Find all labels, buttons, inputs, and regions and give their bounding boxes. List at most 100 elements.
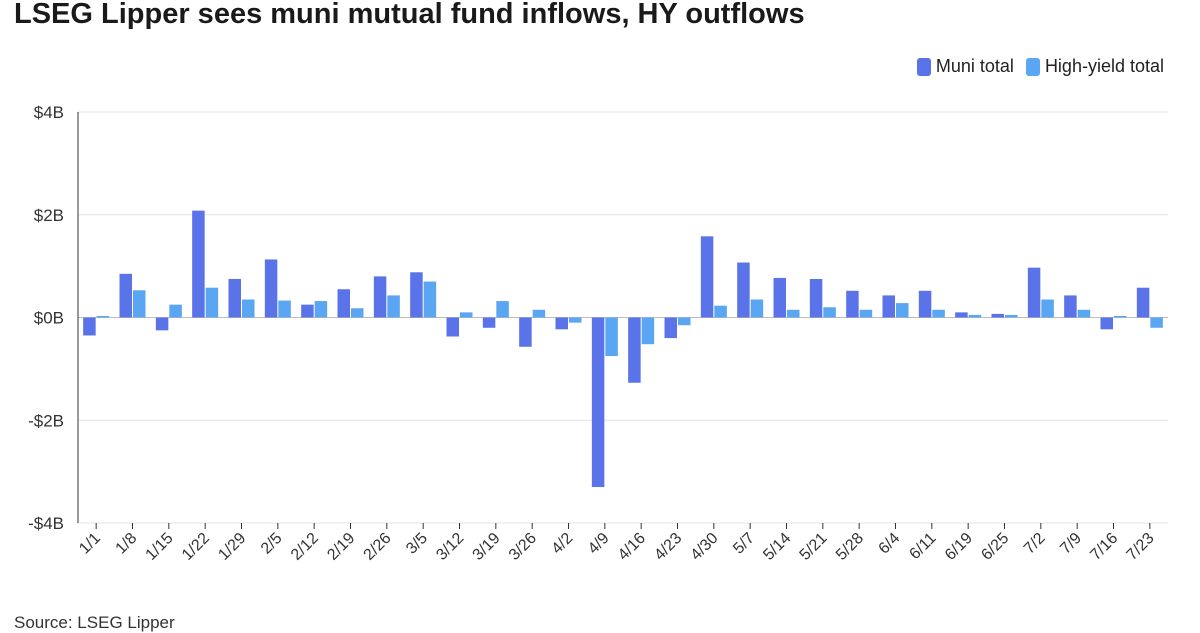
x-tick-label: 5/28 (833, 530, 867, 564)
bar-muni (664, 317, 677, 339)
bar-high-yield (1005, 314, 1018, 318)
x-tick-label: 4/9 (585, 530, 613, 558)
bar-high-yield (387, 295, 400, 318)
bar-high-yield (496, 301, 509, 318)
bar-muni (1027, 267, 1041, 318)
bar-muni (119, 273, 132, 318)
bar-high-yield (278, 300, 291, 318)
bar-muni (446, 317, 459, 337)
bar-muni (519, 317, 532, 347)
legend-label-high-yield: High-yield total (1044, 56, 1164, 76)
bar-high-yield (460, 312, 473, 318)
x-tick-label: 4/30 (688, 530, 722, 564)
bar-muni (773, 277, 786, 318)
x-tick-label: 5/21 (797, 530, 831, 564)
x-tick-label: 2/19 (324, 530, 358, 564)
bar-high-yield (968, 314, 982, 318)
bar-muni (337, 289, 350, 318)
x-tick-label: 1/8 (113, 530, 141, 558)
x-tick-label: 4/16 (615, 530, 649, 564)
bar-muni (955, 312, 968, 318)
bar-muni (918, 290, 932, 318)
x-tick-label: 4/23 (651, 530, 685, 564)
x-tick-label: 1/1 (76, 530, 104, 558)
x-tick-label: 3/26 (506, 530, 540, 564)
bar-high-yield (823, 307, 836, 318)
x-tick-label: 1/29 (215, 530, 249, 564)
legend-swatch-high-yield (1025, 57, 1040, 76)
bar-high-yield (1150, 317, 1163, 328)
bar-high-yield (605, 317, 618, 357)
bar-high-yield (351, 308, 364, 318)
y-tick-label: -$4B (28, 514, 64, 533)
x-tick-label: 1/15 (143, 530, 177, 564)
bar-high-yield (205, 287, 219, 318)
bar-muni (192, 210, 205, 318)
bar-high-yield (423, 281, 437, 318)
bar-high-yield (314, 301, 328, 318)
bar-high-yield (133, 290, 146, 318)
legend-swatch-muni (916, 57, 931, 76)
x-tick-label: 3/12 (433, 530, 467, 564)
bar-high-yield (787, 309, 800, 318)
x-tick-label: 2/5 (258, 530, 286, 558)
legend-item-high-yield[interactable]: High-yield total (1025, 56, 1164, 77)
bar-muni (737, 262, 750, 318)
bar-muni (410, 272, 423, 318)
bar-muni (1064, 295, 1077, 318)
y-tick-label: $2B (34, 206, 64, 225)
y-tick-label: $0B (34, 309, 64, 328)
bar-high-yield (678, 317, 691, 326)
bar-muni (264, 259, 278, 318)
bar-muni (155, 317, 169, 331)
bar-muni (846, 290, 859, 318)
bar-muni (1100, 317, 1113, 330)
bar-high-yield (1041, 299, 1054, 318)
source-note: Source: LSEG Lipper (14, 613, 175, 632)
x-tick-label: 4/2 (549, 530, 577, 558)
x-tick-label: 7/9 (1057, 530, 1085, 558)
bar-high-yield (532, 309, 546, 318)
chart-title: LSEG Lipper sees muni mutual fund inflow… (14, 0, 805, 30)
bar-muni (555, 317, 568, 330)
legend-label-muni: Muni total (935, 56, 1014, 76)
x-tick-label: 1/22 (179, 530, 213, 564)
x-tick-label: 2/12 (288, 530, 322, 564)
bar-high-yield (169, 304, 182, 318)
x-tick-label: 3/5 (403, 530, 431, 558)
bar-high-yield (96, 315, 110, 318)
x-tick-label: 6/25 (978, 530, 1012, 564)
y-tick-label: $4B (34, 103, 64, 122)
bar-muni (1136, 287, 1150, 318)
x-tick-label: 7/16 (1087, 530, 1121, 564)
legend: Muni total High-yield total (916, 56, 1164, 77)
x-tick-label: 2/26 (361, 530, 395, 564)
bar-high-yield (569, 317, 582, 323)
bar-high-yield (859, 309, 873, 318)
bar-high-yield (641, 317, 655, 345)
bar-muni (809, 278, 823, 318)
bar-muni (83, 317, 96, 336)
bar-muni (700, 236, 714, 318)
bar-high-yield (932, 309, 945, 318)
bar-high-yield (750, 299, 764, 318)
legend-item-muni[interactable]: Muni total (916, 56, 1014, 77)
bar-high-yield (1114, 315, 1127, 318)
bar-high-yield (1077, 309, 1091, 318)
x-tick-label: 5/7 (730, 530, 758, 558)
bar-muni (591, 317, 605, 488)
bar-high-yield (714, 305, 727, 318)
x-tick-label: 6/11 (906, 530, 939, 563)
x-tick-label: 5/14 (760, 530, 794, 564)
x-tick-label: 3/19 (470, 530, 504, 564)
bar-muni (482, 317, 496, 328)
bar-muni (301, 304, 314, 318)
bar-muni (882, 295, 895, 318)
x-tick-label: 7/23 (1124, 530, 1158, 564)
bar-high-yield (896, 303, 909, 318)
x-tick-label: 7/2 (1021, 530, 1049, 558)
bar-muni (991, 313, 1004, 318)
bar-high-yield (242, 299, 255, 318)
bar-muni (228, 278, 241, 318)
